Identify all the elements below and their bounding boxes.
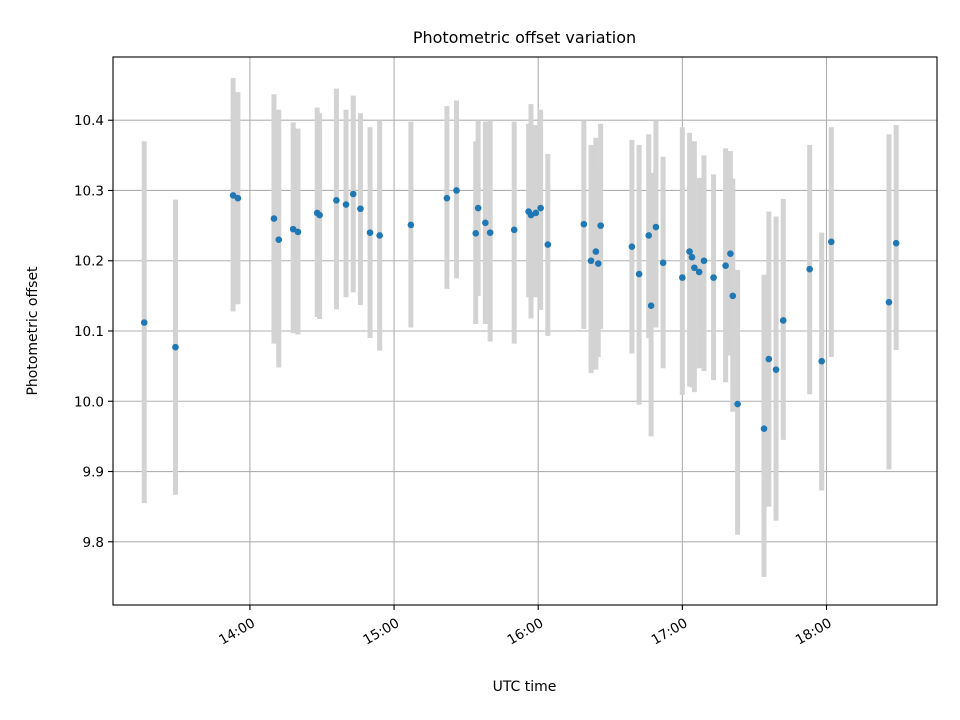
data-point bbox=[270, 215, 278, 222]
data-point bbox=[691, 264, 698, 272]
data-point bbox=[140, 319, 148, 326]
data-point bbox=[544, 241, 552, 248]
y-tick-label: 10.3 bbox=[74, 183, 104, 199]
x-tick-label: 15:00 bbox=[360, 615, 402, 648]
data-point bbox=[597, 222, 604, 229]
data-point bbox=[647, 302, 655, 310]
data-point bbox=[474, 204, 482, 212]
data-point bbox=[376, 232, 383, 239]
x-axis-label: UTC time bbox=[493, 679, 557, 695]
point-layer bbox=[140, 187, 900, 432]
data-point bbox=[472, 230, 480, 237]
data-point bbox=[316, 211, 323, 219]
data-point bbox=[722, 262, 729, 269]
data-point bbox=[818, 357, 825, 365]
data-point bbox=[592, 248, 600, 255]
data-point bbox=[827, 238, 835, 246]
data-point bbox=[729, 292, 737, 300]
data-point bbox=[710, 274, 717, 281]
data-point bbox=[510, 226, 518, 234]
x-tick-label: 16:00 bbox=[505, 615, 547, 648]
data-point bbox=[659, 259, 667, 267]
data-point bbox=[779, 317, 787, 324]
data-point bbox=[486, 229, 494, 236]
data-point bbox=[294, 228, 302, 236]
y-tick-label: 10.4 bbox=[74, 113, 104, 129]
y-tick-label: 9.9 bbox=[83, 465, 104, 481]
data-point bbox=[695, 268, 703, 276]
data-point bbox=[892, 239, 900, 247]
y-tick-label: 9.8 bbox=[83, 535, 104, 551]
data-point bbox=[594, 260, 602, 267]
data-point bbox=[700, 257, 708, 265]
data-point bbox=[407, 221, 415, 229]
chart-title: Photometric offset variation bbox=[413, 28, 636, 47]
data-point bbox=[443, 194, 451, 202]
data-point bbox=[342, 201, 350, 208]
data-point bbox=[652, 223, 660, 231]
data-point bbox=[587, 257, 595, 265]
data-point bbox=[635, 270, 643, 278]
data-point bbox=[289, 225, 297, 233]
data-point bbox=[482, 219, 489, 227]
data-point bbox=[172, 343, 179, 351]
data-point bbox=[806, 265, 813, 273]
y-axis-ticks: 9.8 9.9 10.0 10.1 10.2 10.3 10.4 bbox=[74, 113, 113, 551]
data-point bbox=[885, 298, 893, 306]
data-point bbox=[727, 250, 734, 258]
data-point bbox=[760, 425, 768, 432]
data-point bbox=[229, 192, 237, 199]
x-tick-label: 18:00 bbox=[793, 615, 835, 648]
data-point bbox=[537, 204, 544, 212]
data-point bbox=[688, 253, 696, 261]
x-tick-label: 17:00 bbox=[649, 615, 691, 648]
data-point bbox=[772, 366, 780, 373]
y-tick-label: 10.2 bbox=[74, 254, 104, 270]
data-point bbox=[686, 248, 693, 255]
data-point bbox=[349, 190, 357, 198]
data-point bbox=[765, 355, 773, 363]
x-tick-label: 14:00 bbox=[216, 615, 258, 648]
data-point bbox=[234, 194, 242, 202]
data-point bbox=[275, 236, 283, 243]
errorbar-layer bbox=[141, 78, 899, 577]
data-point bbox=[580, 220, 588, 228]
y-tick-label: 10.1 bbox=[74, 324, 104, 340]
data-point bbox=[645, 232, 653, 239]
data-point bbox=[453, 187, 460, 194]
data-point bbox=[679, 274, 686, 281]
data-point bbox=[628, 243, 636, 250]
data-point bbox=[734, 400, 741, 408]
data-point bbox=[532, 209, 540, 217]
x-axis-ticks: 14:00 15:00 16:00 17:00 18:00 bbox=[216, 605, 835, 648]
data-point bbox=[357, 205, 364, 213]
data-point bbox=[333, 197, 340, 204]
y-axis-label: Photometric offset bbox=[25, 266, 41, 396]
data-point bbox=[366, 229, 374, 236]
y-tick-label: 10.0 bbox=[74, 394, 104, 410]
